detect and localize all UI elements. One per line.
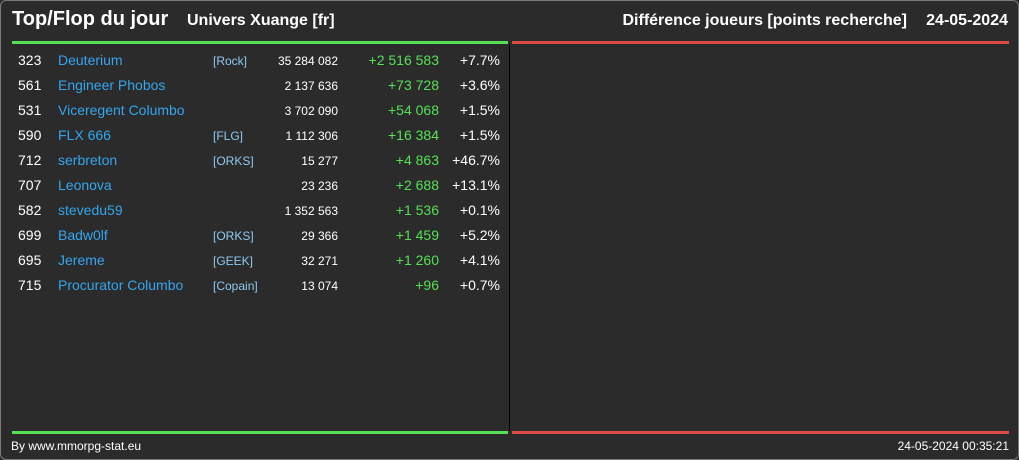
points-difference: +1 536 — [395, 202, 439, 218]
points-difference: +1 260 — [395, 252, 439, 268]
site-credit: By www.mmorpg-stat.eu — [11, 439, 142, 453]
points-difference: +54 068 — [388, 102, 439, 118]
universe-label: Univers Xuange [fr] — [187, 12, 335, 29]
player-points: 3 702 090 — [284, 104, 338, 118]
player-rank: 561 — [18, 77, 42, 93]
player-row: 715 Procurator Columbo [Copain] 13 074 +96 +0… — [12, 273, 508, 298]
points-difference: +1 459 — [395, 227, 439, 243]
player-points: 1 352 563 — [284, 204, 338, 218]
flop-section-bottom-bar — [512, 431, 1009, 434]
player-name-link[interactable]: Leonova — [58, 177, 112, 193]
player-row: 712 serbreton [ORKS] 15 277 +4 863 +46.7% — [12, 148, 508, 173]
player-row: 561 Engineer Phobos 2 137 636 +73 728 +3.6% — [12, 73, 508, 98]
player-rank: 707 — [18, 177, 42, 193]
player-rank: 323 — [18, 52, 42, 68]
percent-change: +0.1% — [459, 202, 500, 218]
page-title: Top/Flop du jour — [12, 8, 169, 30]
player-name-link[interactable]: Jereme — [58, 252, 105, 268]
player-rank: 695 — [18, 252, 42, 268]
points-difference: +96 — [415, 277, 439, 293]
player-name-link[interactable]: Procurator Columbo — [58, 277, 184, 293]
alliance-tag-link[interactable]: [Copain] — [213, 279, 258, 293]
player-points: 15 277 — [301, 154, 338, 168]
player-row: 531 Viceregent Columbo 3 702 090 +54 068 +1.… — [12, 98, 508, 123]
player-name-link[interactable]: Deuterium — [58, 52, 123, 68]
player-points: 32 271 — [301, 254, 338, 268]
player-name-link[interactable]: FLX 666 — [58, 127, 111, 143]
player-name-link[interactable]: Engineer Phobos — [58, 77, 166, 93]
player-row: 695 Jereme [GEEK] 32 271 +1 260 +4.1% — [12, 248, 508, 273]
header: Top/Flop du jour Univers Xuange [fr] Dif… — [1, 1, 1018, 41]
player-row: 590 FLX 666 [FLG] 1 112 306 +16 384 +1.5% — [12, 123, 508, 148]
date-label: 24-05-2024 — [926, 12, 1008, 29]
player-row: 699 Badw0lf [ORKS] 29 366 +1 459 +5.2% — [12, 223, 508, 248]
points-difference: +16 384 — [388, 127, 439, 143]
percent-change: +4.1% — [459, 252, 500, 268]
player-points: 13 074 — [301, 279, 338, 293]
player-name-link[interactable]: stevedu59 — [58, 202, 123, 218]
alliance-tag-link[interactable]: [GEEK] — [213, 254, 254, 268]
player-rank: 582 — [18, 202, 42, 218]
top-players-list: 323 Deuterium [Rock] 35 284 082 +2 516 583 +7… — [12, 48, 508, 298]
player-rank: 699 — [18, 227, 42, 243]
percent-change: +13.1% — [452, 177, 500, 193]
player-row: 582 stevedu59 1 352 563 +1 536 +0.1% — [12, 198, 508, 223]
percent-change: +46.7% — [452, 152, 500, 168]
percent-change: +1.5% — [459, 127, 500, 143]
percent-change: +1.5% — [459, 102, 500, 118]
alliance-tag-link[interactable]: [FLG] — [213, 129, 244, 143]
player-points: 2 137 636 — [284, 79, 338, 93]
percent-change: +3.6% — [459, 77, 500, 93]
alliance-tag-link[interactable]: [ORKS] — [213, 154, 254, 168]
player-name-link[interactable]: Viceregent Columbo — [58, 102, 185, 118]
player-name-link[interactable]: Badw0lf — [58, 227, 108, 243]
metric-label: Différence joueurs [points recherche] — [622, 12, 907, 29]
column-divider — [509, 44, 510, 431]
top-section-bar — [12, 41, 508, 44]
points-difference: +73 728 — [388, 77, 439, 93]
percent-change: +5.2% — [459, 227, 500, 243]
generated-timestamp: 24-05-2024 00:35:21 — [897, 439, 1009, 453]
percent-change: +0.7% — [459, 277, 500, 293]
player-points: 1 112 306 — [285, 129, 339, 143]
player-rank: 531 — [18, 102, 42, 118]
points-difference: +4 863 — [395, 152, 439, 168]
points-difference: +2 688 — [395, 177, 439, 193]
player-points: 23 236 — [301, 179, 338, 193]
alliance-tag-link[interactable]: [ORKS] — [213, 229, 254, 243]
player-points: 35 284 082 — [277, 54, 338, 68]
player-row: 707 Leonova 23 236 +2 688 +13.1% — [12, 173, 508, 198]
flop-section-bar — [512, 41, 1009, 44]
player-rank: 712 — [18, 152, 42, 168]
percent-change: +7.7% — [459, 52, 500, 68]
player-rank: 590 — [18, 127, 42, 143]
top-section-bottom-bar — [12, 431, 508, 434]
player-name-link[interactable]: serbreton — [58, 152, 118, 168]
points-difference: +2 516 583 — [368, 52, 439, 68]
player-row: 323 Deuterium [Rock] 35 284 082 +2 516 583 +7… — [12, 48, 508, 73]
player-rank: 715 — [18, 277, 42, 293]
alliance-tag-link[interactable]: [Rock] — [213, 54, 248, 68]
player-points: 29 366 — [301, 229, 338, 243]
